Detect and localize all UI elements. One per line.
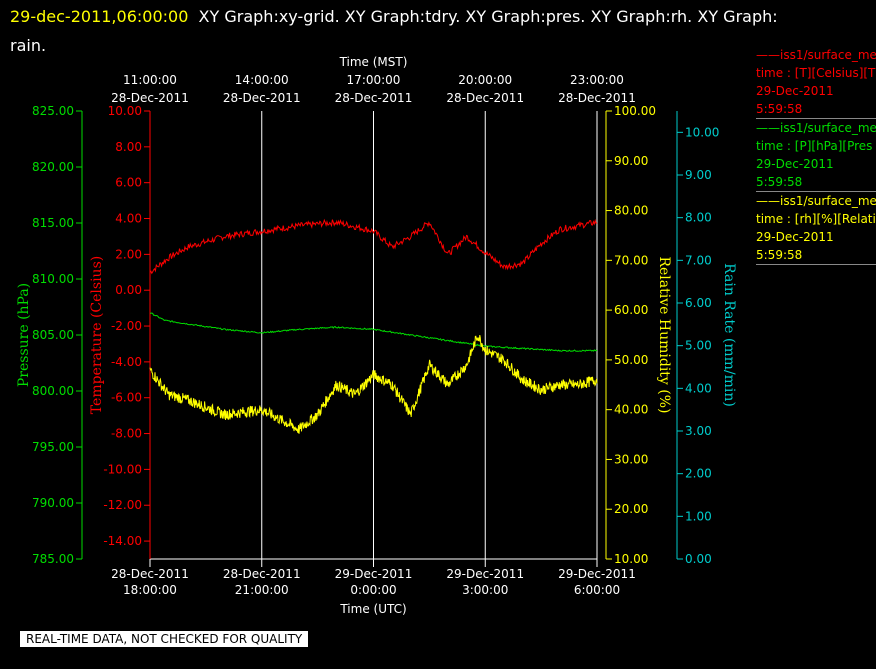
- humidity-axis-label: Relative Humidity (%): [656, 256, 672, 413]
- pressure-tick-label: 795.00: [32, 440, 74, 454]
- legend-entry-line1: ——iss1/surface_me: [756, 194, 876, 208]
- temperature-tick-label: -14.00: [103, 534, 142, 548]
- temperature-tick-label: -6.00: [111, 391, 142, 405]
- pressure-tick-label: 810.00: [32, 272, 74, 286]
- humidity-tick-label: 80.00: [614, 204, 648, 218]
- pressure-series-line: [149, 312, 598, 352]
- header-graph-titles: XY Graph:xy-grid. XY Graph:tdry. XY Grap…: [198, 7, 778, 26]
- pressure-tick-label: 785.00: [32, 552, 74, 566]
- temperature-axis-label: Temperature (Celsius): [89, 256, 105, 414]
- humidity-tick-label: 100.00: [614, 104, 656, 118]
- x-utc-tick-date: 29-Dec-2011: [558, 567, 636, 581]
- x-utc-tick-time: 18:00:00: [123, 583, 177, 597]
- x-mst-tick-time: 11:00:00: [123, 73, 177, 87]
- rain-axis-label: Rain Rate (mm/min): [721, 263, 737, 407]
- legend-entry-line4: 5:59:58: [756, 102, 803, 116]
- humidity-series-line: [149, 335, 598, 434]
- rain-tick-label: 8.00: [685, 211, 712, 225]
- pressure-tick-label: 825.00: [32, 104, 74, 118]
- legend-entry-line2: time : [rh][%][Relati: [756, 212, 876, 226]
- x-utc-tick-date: 29-Dec-2011: [446, 567, 524, 581]
- temperature-tick-label: 10.00: [108, 104, 142, 118]
- temperature-tick-label: -2.00: [111, 319, 142, 333]
- header-line2: rain.: [10, 36, 47, 55]
- rain-tick-label: 2.00: [685, 467, 712, 481]
- pressure-tick-label: 805.00: [32, 328, 74, 342]
- rain-tick-label: 10.00: [685, 125, 719, 139]
- x-utc-tick-date: 28-Dec-2011: [111, 567, 189, 581]
- x-mst-tick-time: 20:00:00: [458, 73, 512, 87]
- x-utc-tick-time: 3:00:00: [462, 583, 508, 597]
- rain-tick-label: 6.00: [685, 296, 712, 310]
- header: 29-dec-2011,06:00:00 XY Graph:xy-grid. X…: [10, 2, 860, 60]
- temperature-tick-label: 8.00: [115, 140, 142, 154]
- legend-entry-line3: 29-Dec-2011: [756, 84, 834, 98]
- legend-entry-line2: time : [T][Celsius][T: [756, 66, 876, 80]
- legend: ——iss1/surface_me time : [T][Celsius][T 29…: [756, 46, 876, 265]
- temperature-series-line: [149, 218, 598, 275]
- x-mst-tick-time: 23:00:00: [570, 73, 624, 87]
- x-axis-label-utc: Time (UTC): [339, 602, 406, 616]
- rain-tick-label: 7.00: [685, 253, 712, 267]
- legend-entry-line3: 29-Dec-2011: [756, 230, 834, 244]
- humidity-tick-label: 30.00: [614, 452, 648, 466]
- pressure-tick-label: 800.00: [32, 384, 74, 398]
- x-utc-tick-time: 6:00:00: [574, 583, 620, 597]
- x-mst-tick-date: 28-Dec-2011: [446, 91, 524, 105]
- humidity-tick-label: 20.00: [614, 502, 648, 516]
- x-utc-tick-time: 21:00:00: [235, 583, 289, 597]
- temperature-tick-label: -12.00: [103, 498, 142, 512]
- legend-entry-line2: time : [P][hPa][Pres: [756, 139, 873, 153]
- rain-tick-label: 1.00: [685, 509, 712, 523]
- legend-entry-line4: 5:59:58: [756, 175, 803, 189]
- x-mst-tick-time: 17:00:00: [347, 73, 401, 87]
- temperature-tick-label: -4.00: [111, 355, 142, 369]
- temperature-tick-label: -10.00: [103, 462, 142, 476]
- pressure-tick-label: 815.00: [32, 216, 74, 230]
- humidity-tick-label: 40.00: [614, 403, 648, 417]
- temperature-tick-label: -8.00: [111, 427, 142, 441]
- x-utc-tick-date: 28-Dec-2011: [223, 567, 301, 581]
- humidity-tick-label: 50.00: [614, 353, 648, 367]
- rain-tick-label: 0.00: [685, 552, 712, 566]
- legend-entry-line4: 5:59:58: [756, 248, 803, 262]
- pressure-axis-label: Pressure (hPa): [16, 283, 32, 387]
- pressure-tick-label: 790.00: [32, 496, 74, 510]
- rain-tick-label: 5.00: [685, 339, 712, 353]
- x-mst-tick-date: 28-Dec-2011: [558, 91, 636, 105]
- x-utc-tick-date: 29-Dec-2011: [335, 567, 413, 581]
- rain-tick-label: 4.00: [685, 381, 712, 395]
- x-mst-tick-date: 28-Dec-2011: [335, 91, 413, 105]
- x-mst-tick-date: 28-Dec-2011: [111, 91, 189, 105]
- humidity-tick-label: 70.00: [614, 253, 648, 267]
- quality-disclaimer: REAL-TIME DATA, NOT CHECKED FOR QUALITY: [20, 631, 309, 647]
- rain-tick-label: 9.00: [685, 168, 712, 182]
- legend-entry-line1: ——iss1/surface_me: [756, 48, 876, 62]
- temperature-tick-label: 6.00: [115, 176, 142, 190]
- legend-entry-line3: 29-Dec-2011: [756, 157, 834, 171]
- humidity-tick-label: 90.00: [614, 154, 648, 168]
- temperature-tick-label: 2.00: [115, 247, 142, 261]
- legend-entry-line1: ——iss1/surface_me: [756, 121, 876, 135]
- temperature-tick-label: 0.00: [115, 283, 142, 297]
- temperature-tick-label: 4.00: [115, 212, 142, 226]
- rain-tick-label: 3.00: [685, 424, 712, 438]
- humidity-tick-label: 10.00: [614, 552, 648, 566]
- pressure-tick-label: 820.00: [32, 160, 74, 174]
- x-mst-tick-date: 28-Dec-2011: [223, 91, 301, 105]
- header-timestamp: 29-dec-2011,06:00:00: [10, 7, 189, 26]
- humidity-tick-label: 60.00: [614, 303, 648, 317]
- x-utc-tick-time: 0:00:00: [350, 583, 396, 597]
- x-mst-tick-time: 14:00:00: [235, 73, 289, 87]
